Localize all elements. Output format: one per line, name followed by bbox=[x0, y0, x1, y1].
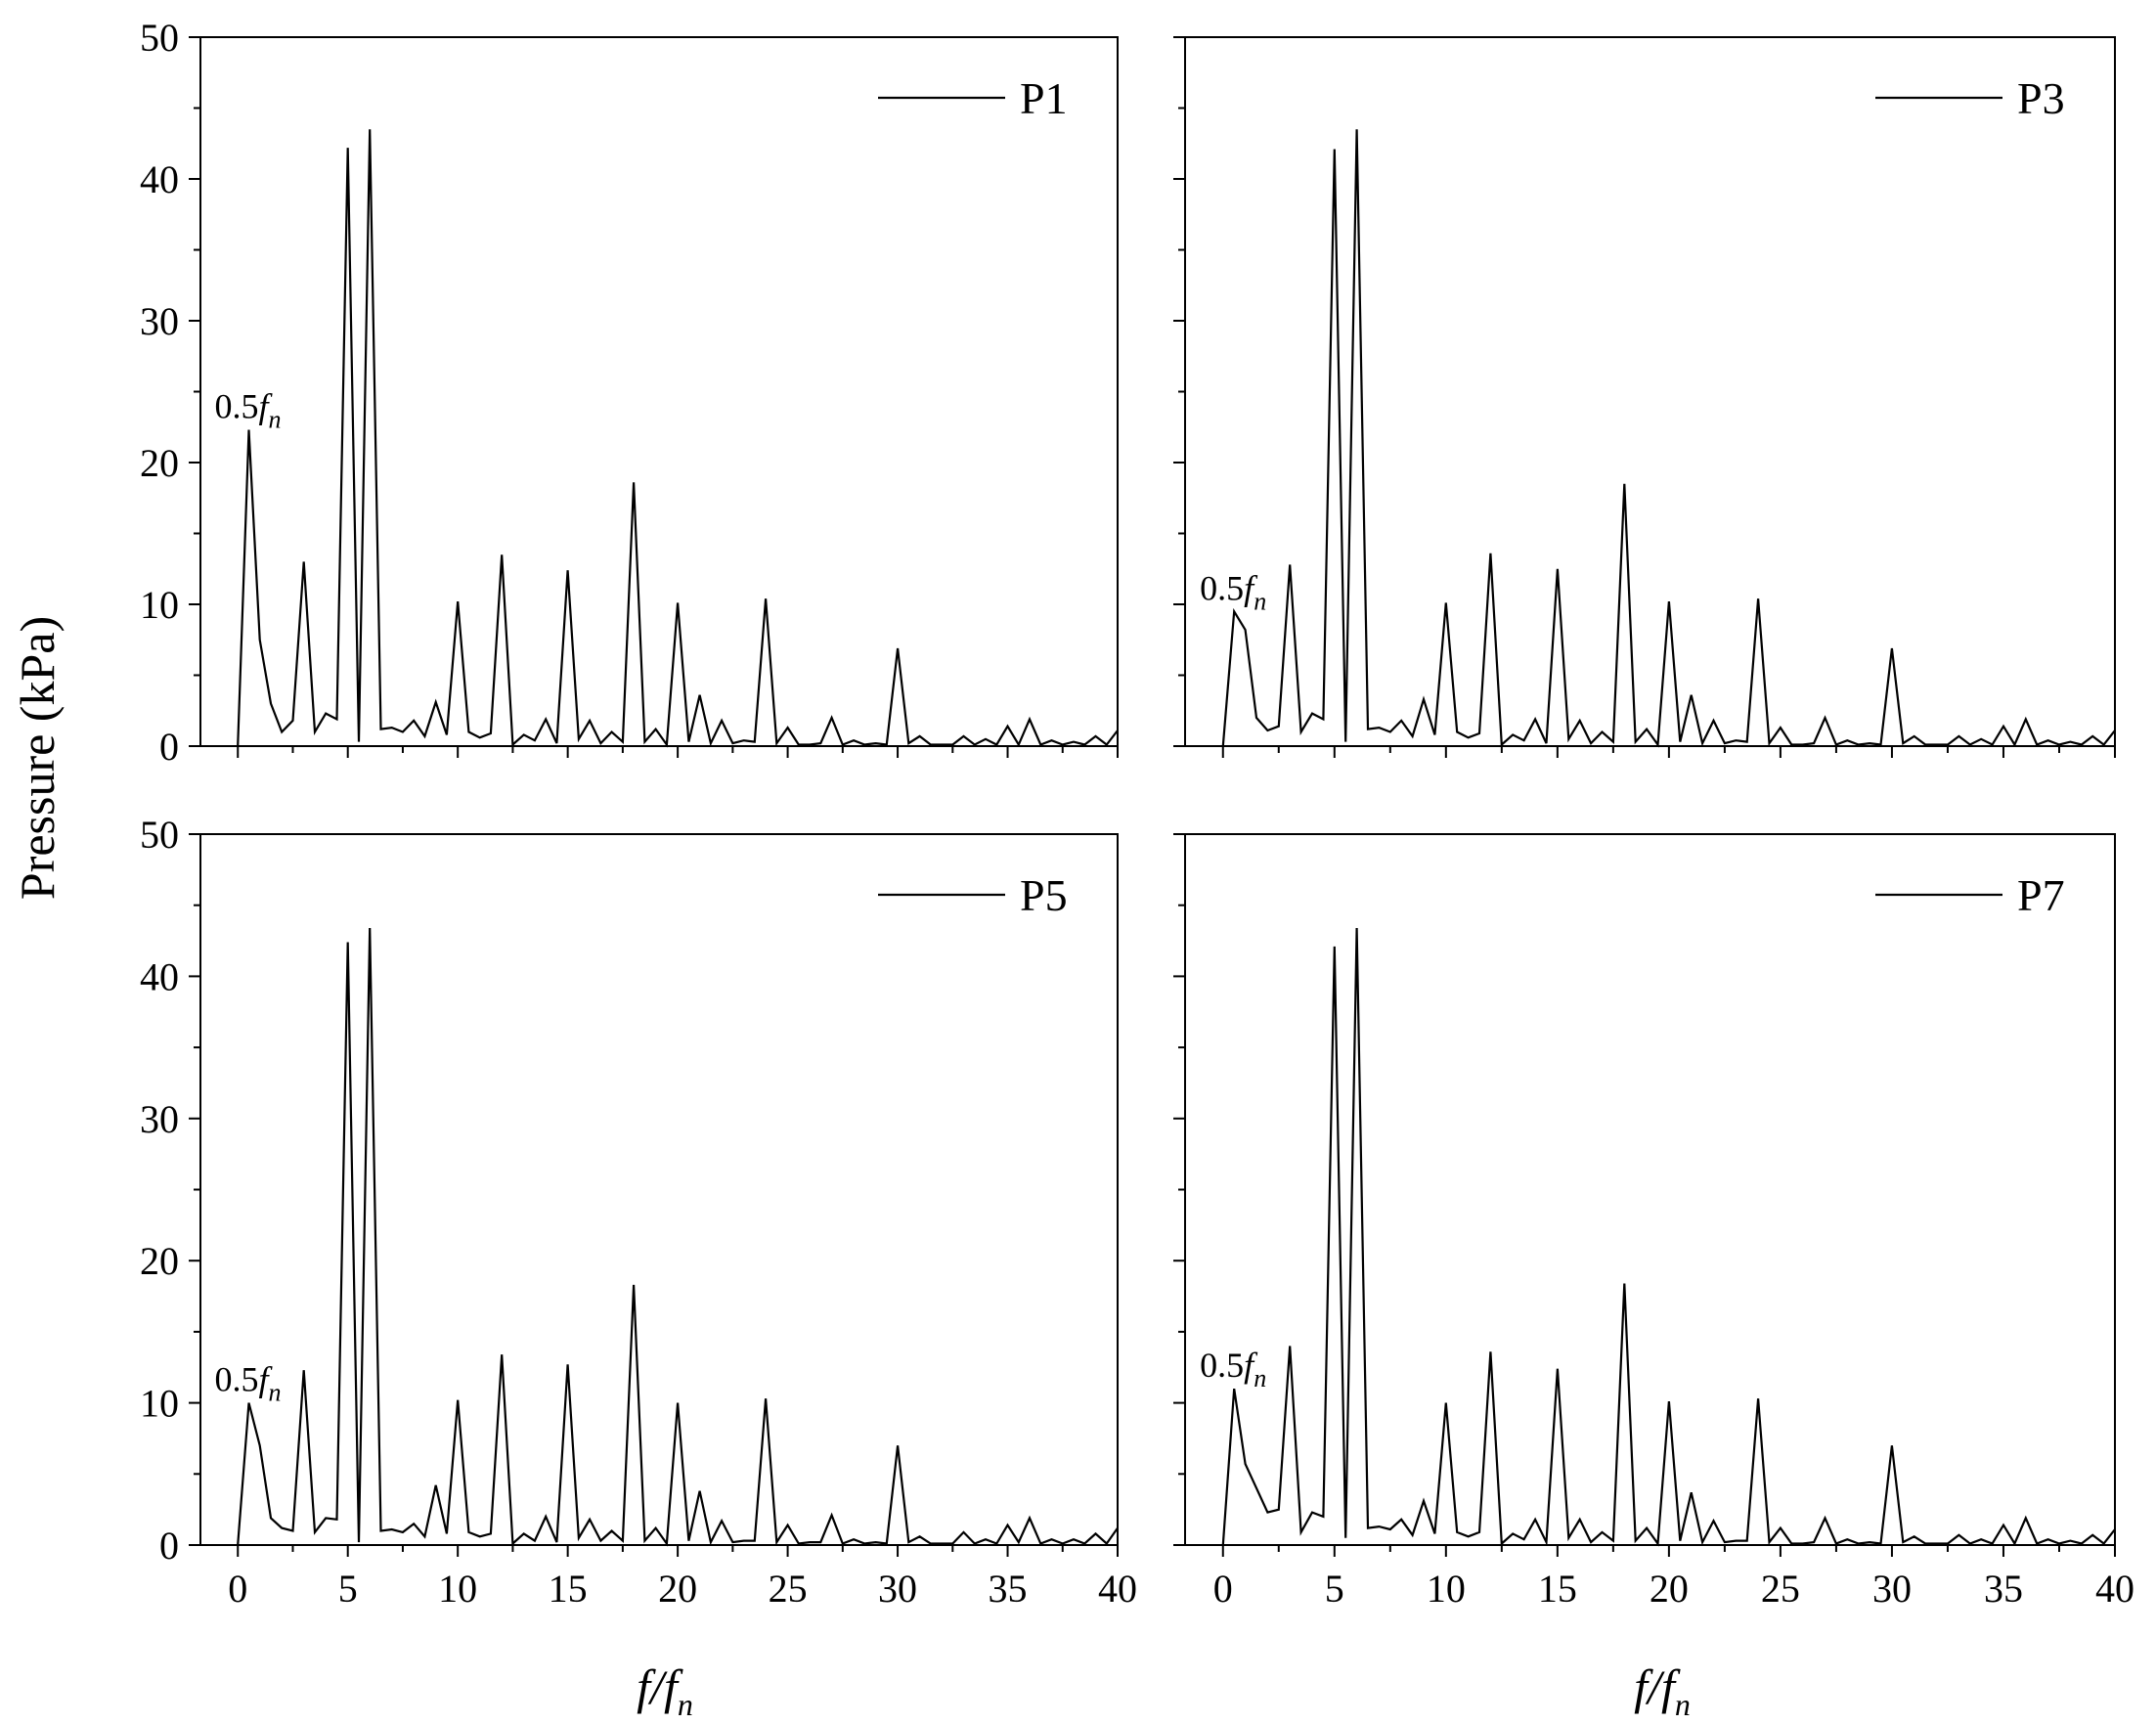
y-tick-label: 30 bbox=[140, 1097, 179, 1141]
x-tick-label: 25 bbox=[1761, 1567, 1800, 1611]
x-tick-label: 10 bbox=[438, 1567, 477, 1611]
chart-panel-p5: 0 10 20 30 40 50 0 5 10 15 20 25 30 35 40 P5 0.5fn bbox=[140, 813, 1137, 1611]
x-tick-label: 15 bbox=[549, 1567, 588, 1611]
peak-annotation: 0.5fn bbox=[214, 387, 281, 434]
chart-panel-p3: P3 0.5fn bbox=[1173, 36, 2116, 758]
x-tick-label: 35 bbox=[989, 1567, 1028, 1611]
y-axis-title: Pressure (kPa) bbox=[10, 616, 65, 900]
x-tick-label: 5 bbox=[338, 1567, 358, 1611]
y-tick-label: 20 bbox=[140, 441, 179, 485]
chart-panel-p7: 0 5 10 15 20 25 30 35 40 P7 0.5fn bbox=[1173, 833, 2134, 1611]
x-tick-label: 0 bbox=[1213, 1567, 1233, 1611]
y-tick-label: 10 bbox=[140, 583, 179, 627]
x-tick-label: 15 bbox=[1538, 1567, 1577, 1611]
legend-label: P5 bbox=[1020, 870, 1068, 920]
annotation-subscript: n bbox=[269, 1379, 282, 1407]
x-axis-title-right-main: f/f bbox=[1634, 1659, 1681, 1714]
series-line-p5 bbox=[237, 927, 1119, 1547]
chart-panel-p1: 0 10 20 30 40 50 P1 0.5fn bbox=[140, 16, 1119, 769]
y-tick-label: 10 bbox=[140, 1382, 179, 1426]
x-tick-label: 35 bbox=[1984, 1567, 2023, 1611]
annotation-subscript: n bbox=[269, 406, 282, 434]
x-axis-title-left-sub: n bbox=[678, 1687, 693, 1722]
y-tick-label: 40 bbox=[140, 954, 179, 998]
legend-label: P3 bbox=[2017, 73, 2065, 123]
peak-annotation: 0.5fn bbox=[1200, 1346, 1266, 1392]
annotation-number: 0.5 bbox=[1200, 568, 1244, 607]
annotation-number: 0.5 bbox=[214, 387, 258, 426]
annotation-number: 0.5 bbox=[214, 1360, 258, 1399]
x-axis-title-right-sub: n bbox=[1675, 1687, 1691, 1722]
x-tick-label: 40 bbox=[2095, 1567, 2134, 1611]
x-tick-label: 30 bbox=[878, 1567, 917, 1611]
annotation-subscript: n bbox=[1254, 1364, 1266, 1392]
x-tick-label: 5 bbox=[1325, 1567, 1344, 1611]
x-tick-label: 10 bbox=[1427, 1567, 1466, 1611]
x-tick-label: 0 bbox=[228, 1567, 247, 1611]
legend-label: P7 bbox=[2017, 870, 2065, 920]
peak-annotation: 0.5fn bbox=[214, 1360, 281, 1407]
y-tick-label: 0 bbox=[159, 725, 179, 769]
y-tick-label: 40 bbox=[140, 157, 179, 201]
x-tick-label: 40 bbox=[1098, 1567, 1137, 1611]
x-axis-title-left-main: f/f bbox=[637, 1659, 683, 1714]
peak-annotation: 0.5fn bbox=[1200, 568, 1266, 615]
x-tick-label: 20 bbox=[658, 1567, 697, 1611]
x-tick-label: 20 bbox=[1650, 1567, 1689, 1611]
legend-label: P1 bbox=[1020, 73, 1068, 123]
y-tick-label: 0 bbox=[159, 1524, 179, 1568]
x-axis-title-left: f/fn bbox=[637, 1659, 693, 1722]
y-tick-label: 30 bbox=[140, 299, 179, 343]
annotation-number: 0.5 bbox=[1200, 1346, 1244, 1385]
series-line-p3 bbox=[1221, 129, 2116, 748]
series-line-p7 bbox=[1221, 927, 2116, 1547]
y-tick-label: 20 bbox=[140, 1239, 179, 1283]
annotation-subscript: n bbox=[1254, 587, 1266, 615]
series-line-p1 bbox=[237, 129, 1119, 748]
x-axis-title-right: f/fn bbox=[1634, 1659, 1691, 1722]
x-tick-label: 30 bbox=[1872, 1567, 1912, 1611]
y-tick-label: 50 bbox=[140, 16, 179, 60]
x-tick-label: 25 bbox=[769, 1567, 808, 1611]
y-tick-label: 50 bbox=[140, 813, 179, 857]
